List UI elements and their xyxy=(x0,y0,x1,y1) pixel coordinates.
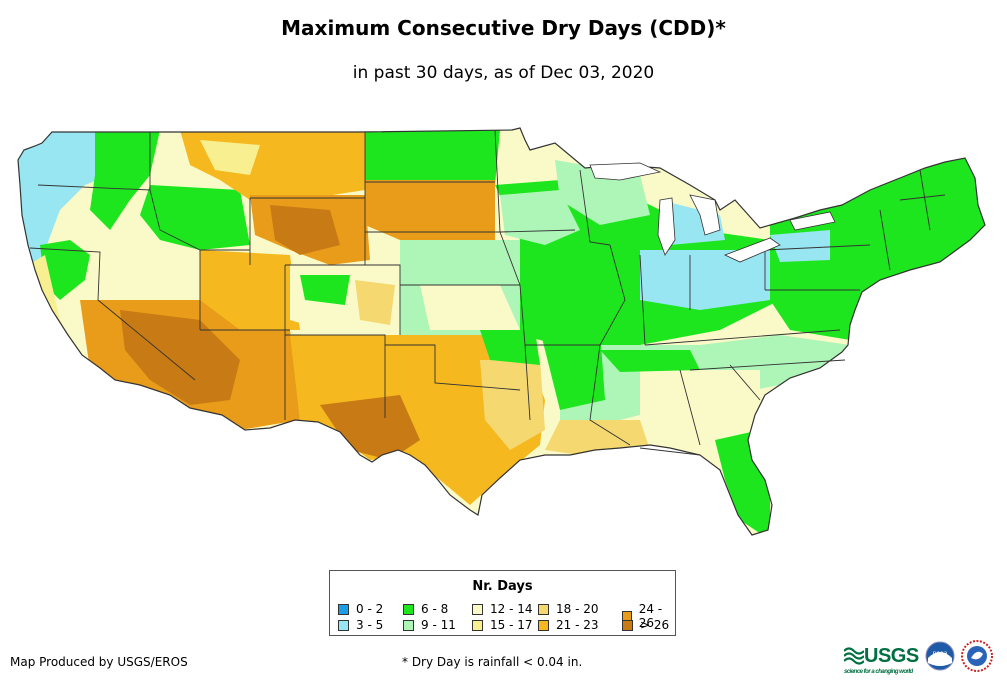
legend-label: 3 - 5 xyxy=(356,618,384,632)
legend-label: 15 - 17 xyxy=(490,618,533,632)
legend-item: 0 - 2 xyxy=(338,602,383,616)
legend-label: 24 - 26 xyxy=(638,602,663,630)
map-title: Maximum Consecutive Dry Days (CDD)* xyxy=(281,16,726,40)
legend-swatch xyxy=(403,603,414,615)
legend-item: > 26 xyxy=(622,618,669,632)
nws-logo-icon xyxy=(960,640,993,672)
legend-swatch xyxy=(538,603,549,615)
legend-title: Nr. Days xyxy=(472,579,533,594)
legend-swatch xyxy=(403,619,414,631)
legend-label: 12 - 14 xyxy=(490,602,533,616)
legend-swatch xyxy=(622,619,633,631)
legend: Nr. Days 0 - 2 3 - 5 6 - 8 9 - 11 12 - 14 15 … xyxy=(329,570,676,636)
legend-swatch xyxy=(472,603,483,615)
agency-logos: USGS science for a changing world noaa xyxy=(844,640,993,675)
legend-label: 0 - 2 xyxy=(356,602,384,616)
legend-swatch xyxy=(472,619,483,631)
great-lakes xyxy=(589,162,836,263)
legend-item: 12 - 14 xyxy=(472,602,533,616)
map-subtitle: in past 30 days, as of Dec 03, 2020 xyxy=(352,63,655,83)
legend-item: 15 - 17 xyxy=(472,618,533,632)
footnote-text: * Dry Day is rainfall < 0.04 in. xyxy=(402,655,583,669)
legend-item: 6 - 8 xyxy=(403,602,448,616)
usgs-wave-icon xyxy=(844,647,864,665)
legend-item: 21 - 23 xyxy=(538,618,599,632)
legend-swatch xyxy=(338,619,349,631)
legend-swatch xyxy=(338,603,349,615)
usgs-logo: USGS science for a changing world xyxy=(844,644,919,675)
legend-item: 18 - 20 xyxy=(538,602,599,616)
usgs-text: USGS xyxy=(864,644,919,667)
legend-label: 18 - 20 xyxy=(556,602,599,616)
noaa-text: noaa xyxy=(932,650,947,657)
legend-item: 9 - 11 xyxy=(403,618,456,632)
us-dry-days-map xyxy=(17,127,986,536)
legend-label: 21 - 23 xyxy=(556,618,599,632)
credit-text: Map Produced by USGS/EROS xyxy=(10,655,188,669)
dry-days-zones xyxy=(18,128,985,535)
usgs-tagline: science for a changing world xyxy=(844,668,913,675)
noaa-logo-icon: noaa xyxy=(925,641,955,671)
legend-item: 3 - 5 xyxy=(338,618,383,632)
state-borders xyxy=(17,127,986,536)
legend-swatch xyxy=(538,619,549,631)
legend-label: 6 - 8 xyxy=(421,602,449,616)
legend-item: 24 - 26 xyxy=(622,602,675,630)
legend-label: > 26 xyxy=(640,618,670,632)
legend-label: 9 - 11 xyxy=(421,618,456,632)
